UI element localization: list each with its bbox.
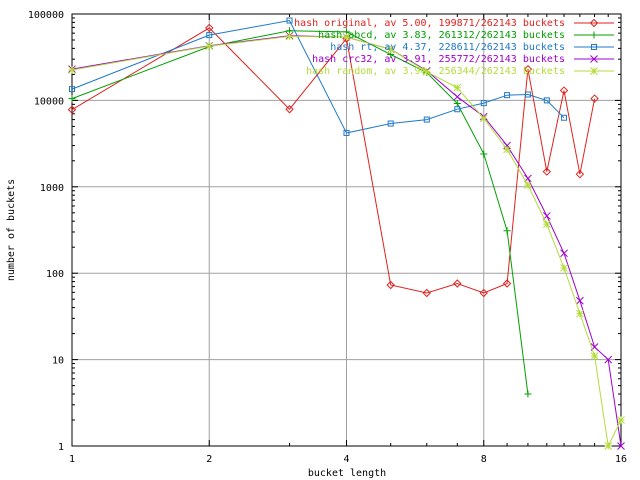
data-point: [422, 288, 431, 298]
data-point: [68, 66, 76, 74]
legend-label: hash abcd, av 3.83, 261312/262143 bucket…: [318, 30, 565, 41]
data-point: [343, 129, 350, 136]
data-point: [591, 44, 597, 50]
axes: [71, 13, 622, 447]
data-point: [604, 442, 613, 450]
data-point: [590, 94, 599, 103]
data-point: [590, 67, 598, 75]
data-point: [617, 416, 625, 424]
data-point: [576, 309, 584, 318]
data-point: [453, 83, 462, 92]
data-point: [422, 67, 431, 76]
y-tick-label: 1: [58, 442, 64, 453]
data-point: [69, 86, 75, 93]
series-1: [67, 23, 599, 298]
x-tick-label: 8: [481, 454, 487, 465]
legend-label: hash original, av 5.00, 199871/262143 bu…: [294, 18, 565, 29]
data-series: [67, 17, 625, 450]
data-point: [423, 116, 430, 123]
data-point: [453, 92, 462, 101]
data-point: [285, 105, 294, 114]
y-tick-label: 10: [52, 356, 64, 367]
data-point: [590, 352, 599, 360]
data-point: [503, 145, 511, 154]
data-point: [543, 97, 550, 104]
data-point: [524, 91, 531, 98]
data-point: [559, 86, 569, 95]
series-line: [71, 19, 565, 134]
data-point: [386, 45, 395, 54]
data-point: [523, 64, 533, 74]
data-point: [480, 100, 487, 107]
data-point: [503, 227, 511, 235]
data-point: [590, 31, 598, 39]
data-point: [589, 18, 599, 28]
data-point: [387, 120, 394, 127]
series-3: [69, 17, 568, 136]
data-point: [560, 264, 568, 272]
data-point: [386, 280, 395, 290]
x-tick-label: 4: [343, 454, 349, 465]
legend-label: hash random, av 3.90, 256344/262143 buck…: [306, 66, 565, 77]
data-point: [504, 92, 511, 99]
legend: hash original, av 5.00, 199871/262143 bu…: [294, 18, 614, 77]
data-point: [205, 23, 214, 33]
series-2: [68, 27, 532, 398]
legend-label: hash rt, av 4.37, 228611/262143 buckets: [330, 42, 565, 53]
data-point: [479, 288, 488, 298]
data-point: [479, 114, 488, 123]
x-tick-label: 1: [69, 454, 75, 465]
data-point: [206, 32, 213, 39]
grid: [72, 14, 621, 446]
data-point: [454, 106, 461, 113]
data-point: [67, 105, 77, 114]
data-point: [590, 55, 598, 63]
data-point: [286, 17, 293, 24]
data-point: [575, 169, 585, 179]
plot-frame: [71, 13, 622, 447]
data-point: [453, 100, 461, 108]
y-axis-label: number of buckets: [6, 179, 17, 281]
y-tick-label: 10000: [34, 96, 64, 107]
data-point: [524, 181, 532, 189]
data-point: [480, 150, 488, 158]
x-tick-label: 2: [206, 454, 212, 465]
data-point: [342, 33, 351, 41]
y-tick-label: 100000: [28, 10, 64, 21]
data-point: [542, 167, 552, 176]
data-point: [502, 279, 512, 288]
series-line: [71, 27, 596, 294]
data-point: [560, 249, 568, 258]
series-5: [68, 32, 625, 450]
data-point: [617, 442, 625, 450]
y-tick-label: 1000: [40, 183, 64, 194]
series-line: [71, 30, 529, 395]
data-point: [542, 220, 551, 228]
data-point: [453, 279, 462, 288]
data-point: [68, 95, 76, 103]
data-point: [285, 32, 294, 41]
legend-label: hash crc32, av 3.91, 255772/262143 bucke…: [312, 54, 565, 65]
data-point: [561, 114, 568, 121]
data-point: [524, 390, 532, 398]
series-line: [71, 35, 622, 448]
data-point: [604, 355, 613, 364]
x-tick-label: 16: [615, 454, 627, 465]
y-tick-label: 100: [46, 269, 64, 280]
data-point: [205, 42, 214, 50]
data-point: [503, 141, 511, 150]
x-axis-label: bucket length: [308, 468, 386, 479]
data-point: [576, 296, 584, 305]
tick-labels: 1 10 100 1000 10000 100000 1 2 4 8 16: [28, 10, 627, 465]
